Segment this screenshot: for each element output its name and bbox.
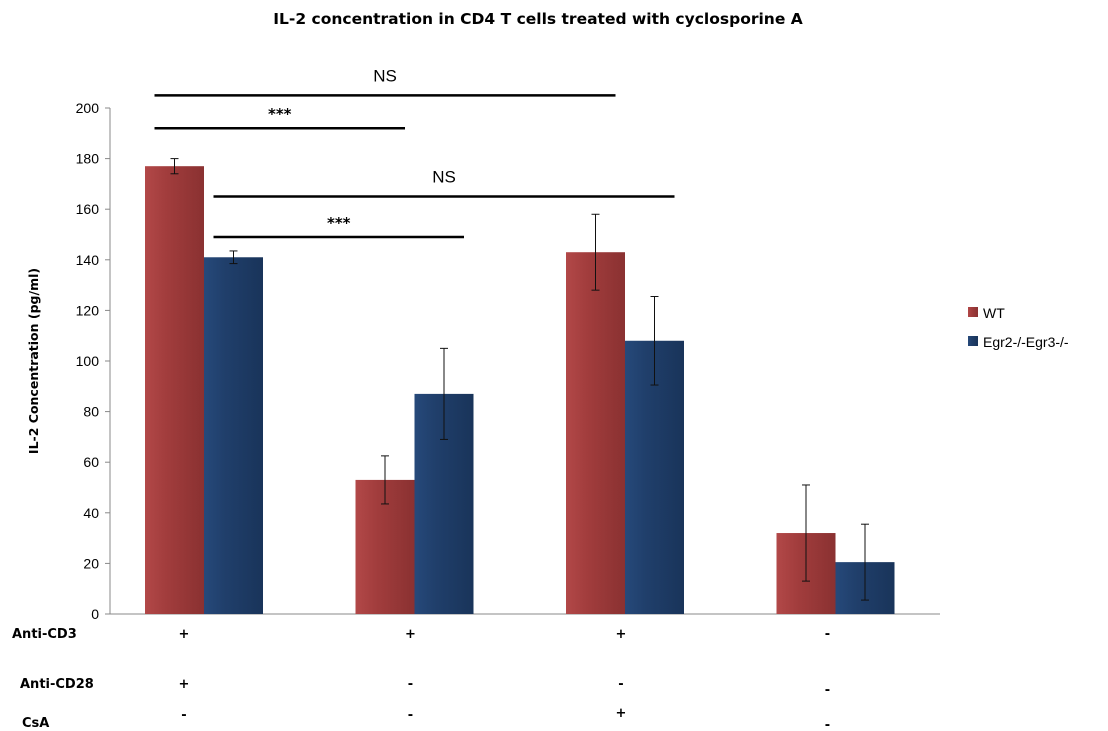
y-tick-label: 20	[83, 555, 99, 571]
condition-label: Anti-CD28	[20, 677, 94, 692]
y-tick-label: 140	[76, 252, 100, 268]
significance-bracket: ***	[213, 214, 464, 239]
condition-sign: +	[616, 627, 627, 642]
error-bars-group	[170, 158, 869, 601]
significance-label: ***	[268, 105, 292, 123]
error-bar	[229, 250, 238, 265]
significance-label: NS	[373, 66, 397, 85]
chart-title: IL-2 concentration in CD4 T cells treate…	[273, 10, 802, 28]
significance-label: ***	[327, 214, 351, 232]
error-bar	[440, 347, 448, 440]
significance-bracket: NS	[213, 168, 675, 198]
condition-sign: -	[181, 708, 186, 723]
condition-label: Anti-CD3	[12, 627, 77, 642]
y-tick-label: 100	[76, 353, 100, 369]
condition-sign: -	[825, 683, 830, 698]
error-bar	[650, 295, 659, 386]
y-tick-label: 120	[76, 302, 100, 318]
bar-egr-1	[204, 257, 263, 614]
condition-sign: +	[179, 627, 190, 642]
significance-annotations: NS *** NS ***	[154, 66, 675, 239]
condition-sign: -	[408, 677, 413, 692]
legend-label: WT	[983, 305, 1005, 321]
legend-swatch	[968, 307, 978, 317]
y-tick-label: 40	[83, 505, 99, 521]
legend-swatch	[968, 336, 978, 346]
y-tick-label: 60	[83, 454, 99, 470]
significance-bracket: NS	[154, 66, 616, 97]
y-tick-label: 160	[76, 201, 100, 217]
error-bar	[381, 455, 389, 505]
condition-table: Anti-CD3 + + + - Anti-CD28 + - - - CsA - - + -	[12, 627, 830, 731]
y-tick-label: 0	[91, 606, 99, 622]
bar-wt-1	[145, 166, 204, 614]
condition-sign: -	[825, 718, 830, 731]
y-axis-label: IL-2 Concentration (pg/ml)	[26, 268, 41, 454]
legend: WT Egr2-/-Egr3-/-	[968, 305, 1069, 350]
condition-sign: -	[825, 627, 830, 642]
bars-group	[145, 166, 895, 614]
error-bar	[591, 213, 600, 291]
y-tick-label: 200	[76, 100, 100, 116]
condition-sign: +	[405, 627, 416, 642]
y-axis: 0 20 40 60 80 100 120 140 160 180 200	[76, 100, 111, 622]
bar-egr-3	[625, 340, 684, 614]
significance-label: NS	[432, 168, 456, 187]
condition-sign: -	[408, 708, 413, 723]
condition-sign: -	[618, 677, 623, 692]
condition-sign: +	[179, 677, 190, 692]
error-bar	[861, 523, 869, 601]
error-bar	[802, 484, 810, 582]
y-tick-label: 180	[76, 151, 100, 167]
error-bar	[170, 158, 179, 175]
significance-bracket: ***	[154, 105, 405, 130]
condition-sign: +	[616, 706, 627, 721]
legend-label: Egr2-/-Egr3-/-	[983, 334, 1069, 350]
y-tick-label: 80	[83, 404, 99, 420]
condition-label: CsA	[22, 716, 49, 731]
bar-wt-3	[566, 252, 625, 614]
